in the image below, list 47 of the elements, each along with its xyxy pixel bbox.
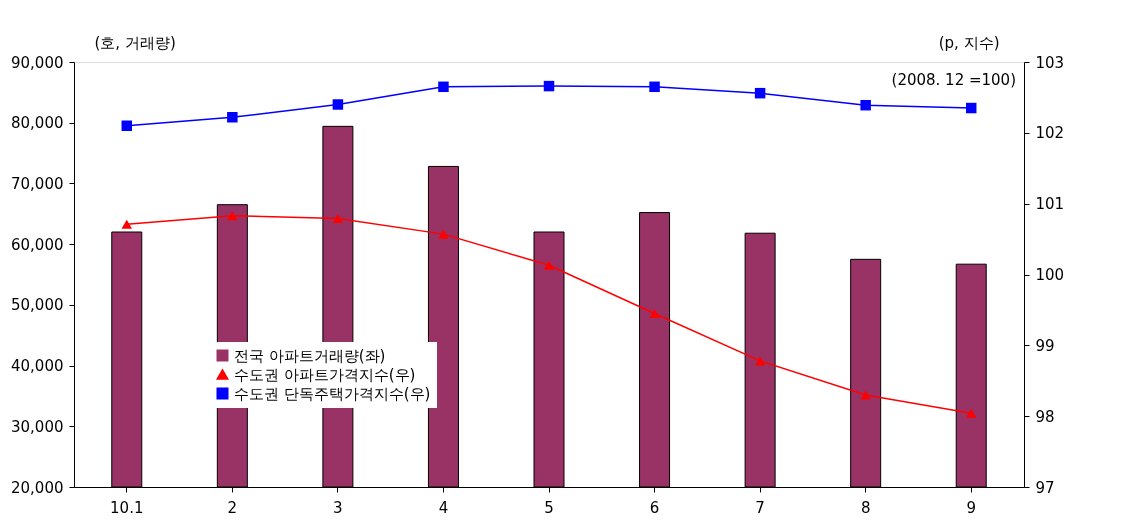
point (332, 99, 344, 110)
x-tick-label: 3 (333, 498, 343, 517)
point (860, 99, 871, 111)
point (649, 308, 660, 318)
y2-axis-title: (p, 지수) (938, 33, 1000, 52)
x-tick-label: 6 (649, 498, 660, 517)
point (438, 229, 449, 239)
x-tick-label: 10.1 (110, 498, 144, 517)
point (438, 81, 449, 93)
y2-tick-label: 101 (1035, 195, 1065, 214)
legend-label: 수도권 단독주택가격지수(우) (234, 384, 431, 403)
y-tick-label: 90,000 (11, 53, 64, 72)
y2-tick-label: 100 (1035, 266, 1065, 284)
y-tick-label: 60,000 (11, 235, 64, 254)
y2-tick-label: 103 (1035, 53, 1065, 72)
point (965, 102, 977, 114)
x-tick-label: 5 (544, 498, 554, 517)
point (332, 214, 344, 224)
y-axis-title: (호, 거래량) (94, 33, 176, 52)
x-tick-label: 2 (227, 498, 238, 517)
legend-label: 수도권 아파트가격지수(우) (234, 365, 416, 384)
y2-tick-label: 98 (1035, 407, 1055, 426)
point (754, 87, 766, 99)
y-tick-label: 30,000 (11, 417, 64, 436)
y-tick-label: 50,000 (11, 296, 64, 315)
point (965, 408, 977, 418)
x-tick-label: 8 (860, 498, 871, 517)
point (227, 211, 238, 221)
y-tick-label: 70,000 (11, 174, 64, 193)
x-tick-label: 9 (966, 498, 976, 517)
y-tick-label: 80,000 (11, 114, 64, 133)
point (121, 120, 133, 131)
point (543, 260, 555, 270)
annotation: (2008. 12 =100) (891, 71, 1016, 89)
point (754, 356, 766, 366)
y2-tick-label: 97 (1035, 478, 1055, 497)
legend-label: 전국 아파트거래량(좌) (234, 346, 386, 365)
point (121, 219, 133, 229)
y2-tick-label: 99 (1035, 336, 1055, 355)
y2-tick-label: 102 (1035, 124, 1065, 143)
point (649, 81, 660, 93)
x-tick-label: 7 (755, 498, 765, 517)
y-tick-label: 40,000 (11, 357, 64, 376)
point (543, 80, 555, 92)
point (227, 112, 238, 123)
y-tick-label: 20,000 (11, 478, 64, 497)
x-tick-label: 4 (438, 498, 449, 517)
